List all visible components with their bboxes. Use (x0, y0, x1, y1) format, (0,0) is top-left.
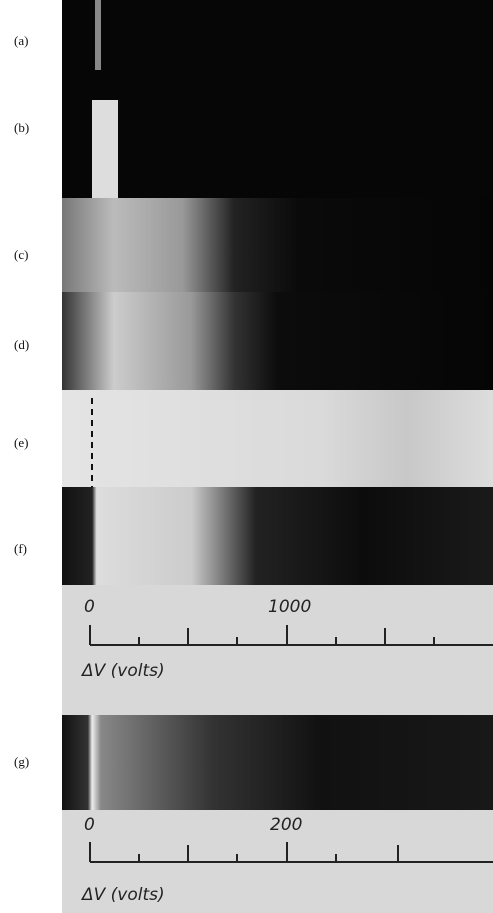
panel-label: (b) (14, 120, 29, 135)
column (92, 100, 118, 198)
band-ab (62, 0, 493, 198)
scale-2-ticks (89, 842, 493, 863)
band-c (62, 198, 493, 292)
band-f (62, 487, 493, 585)
panel-label: (c) (14, 247, 28, 262)
band-g (62, 715, 493, 810)
line (95, 0, 101, 70)
band-e (62, 390, 493, 487)
scale-1-bg (62, 585, 493, 715)
panel-label: (a) (14, 33, 28, 48)
panel-label: (f) (14, 541, 27, 556)
tick-label: 0 (84, 597, 95, 617)
panel-label: (d) (14, 337, 29, 352)
panel-label: (g) (14, 754, 29, 769)
scale-1-ticks (89, 625, 493, 646)
tick-label: 200 (270, 815, 302, 835)
tick-label: 1000 (268, 597, 311, 617)
axis-label: ΔV (volts) (80, 661, 165, 681)
tick-label: 0 (84, 815, 95, 835)
band-d (62, 292, 493, 390)
panel-label: (e) (14, 435, 28, 450)
axis-label: ΔV (volts) (80, 885, 165, 905)
